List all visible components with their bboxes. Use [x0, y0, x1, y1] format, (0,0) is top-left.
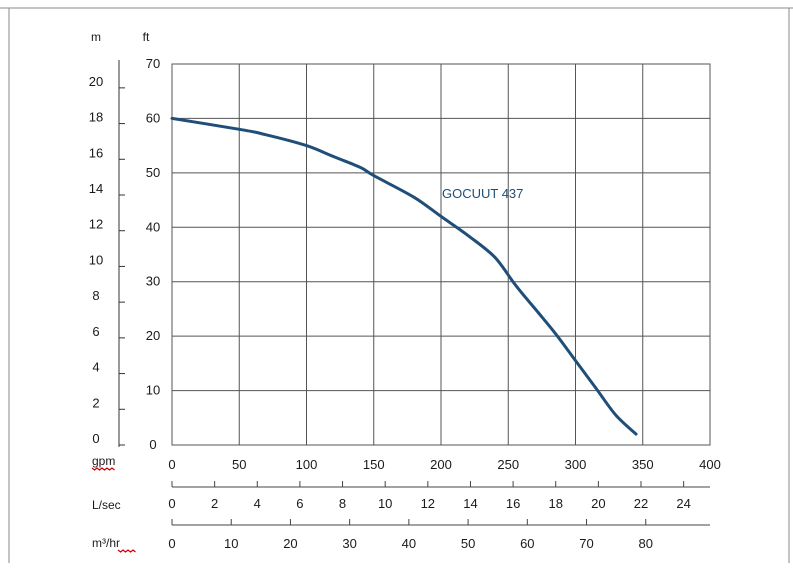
x-tick-label-lps: 18 — [549, 496, 563, 511]
y-tick-label-m: 20 — [89, 74, 103, 89]
x-tick-label-lps: 12 — [421, 496, 435, 511]
y-tick-label-m: 18 — [89, 110, 103, 125]
x-tick-label-m3hr: 30 — [342, 536, 356, 551]
x-tick-label-lps: 8 — [339, 496, 346, 511]
x-tick-label-lps: 4 — [254, 496, 261, 511]
y-tick-label-ft: 50 — [146, 165, 160, 180]
x-tick-label-m3hr: 50 — [461, 536, 475, 551]
y-tick-label-ft: 30 — [146, 274, 160, 289]
y-tick-label-m: 4 — [92, 360, 99, 375]
y-tick-label-ft: 60 — [146, 110, 160, 125]
x-axis-unit-m3hr: m³/hr — [92, 536, 120, 550]
axes — [118, 60, 710, 526]
x-tick-label-m3hr: 20 — [283, 536, 297, 551]
x-tick-label-gpm: 350 — [632, 457, 654, 472]
x-tick-label-gpm: 400 — [699, 457, 721, 472]
x-tick-label-gpm: 100 — [296, 457, 318, 472]
grid — [171, 63, 711, 446]
x-tick-label-lps: 6 — [296, 496, 303, 511]
x-tick-label-lps: 2 — [211, 496, 218, 511]
y-axis-unit-m: m — [91, 30, 101, 44]
x-tick-label-lps: 22 — [634, 496, 648, 511]
x-tick-label-gpm: 300 — [565, 457, 587, 472]
x-axis-unit-gpm: gpm — [92, 454, 115, 468]
y-tick-label-m: 14 — [89, 181, 103, 196]
y-tick-label-m: 12 — [89, 217, 103, 232]
x-axis-unit-lps: L/sec — [92, 498, 121, 512]
pump-curve-line — [170, 116, 638, 436]
x-tick-label-lps: 16 — [506, 496, 520, 511]
y-tick-label-ft: 10 — [146, 383, 160, 398]
y-tick-label-m: 8 — [92, 288, 99, 303]
x-tick-label-gpm: 50 — [232, 457, 246, 472]
x-tick-label-m3hr: 70 — [579, 536, 593, 551]
y-tick-label-ft: 20 — [146, 328, 160, 343]
y-tick-label-ft: 0 — [149, 437, 156, 452]
y-axis-unit-ft: ft — [143, 30, 150, 44]
x-tick-label-m3hr: 80 — [639, 536, 653, 551]
x-tick-label-gpm: 0 — [168, 457, 175, 472]
y-tick-label-m: 6 — [92, 324, 99, 339]
y-tick-label-m: 16 — [89, 145, 103, 160]
x-tick-label-m3hr: 60 — [520, 536, 534, 551]
x-tick-label-m3hr: 10 — [224, 536, 238, 551]
series: GOCUUT 437 — [170, 116, 638, 436]
y-tick-label-ft: 40 — [146, 219, 160, 234]
x-tick-label-gpm: 150 — [363, 457, 385, 472]
x-tick-label-lps: 14 — [463, 496, 477, 511]
y-tick-label-ft: 70 — [146, 56, 160, 71]
x-tick-label-gpm: 200 — [430, 457, 452, 472]
x-tick-label-m3hr: 0 — [168, 536, 175, 551]
x-tick-label-lps: 20 — [591, 496, 605, 511]
spellcheck-underline-hr — [117, 549, 136, 553]
x-tick-label-lps: 10 — [378, 496, 392, 511]
spellcheck-underline-gpm — [91, 467, 115, 471]
pump-curve-label: GOCUUT 437 — [442, 186, 523, 201]
y-tick-label-m: 2 — [92, 395, 99, 410]
x-tick-label-lps: 24 — [676, 496, 690, 511]
x-tick-label-gpm: 250 — [497, 457, 519, 472]
y-tick-label-m: 10 — [89, 252, 103, 267]
y-tick-label-m: 0 — [92, 431, 99, 446]
x-tick-label-m3hr: 40 — [402, 536, 416, 551]
x-tick-label-lps: 0 — [168, 496, 175, 511]
